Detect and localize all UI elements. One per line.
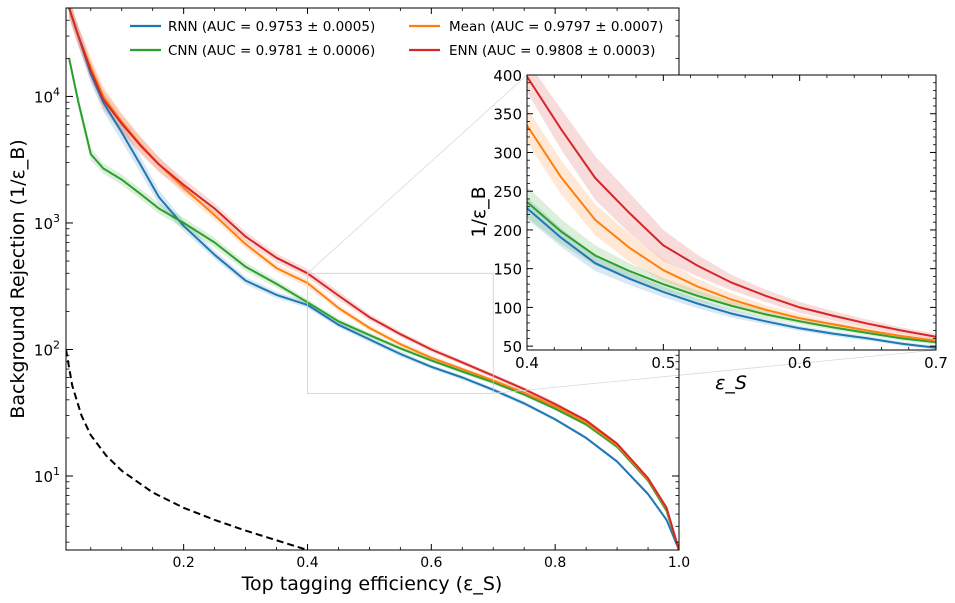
zoom-connector-top bbox=[307, 74, 528, 274]
inset-band-mean bbox=[527, 108, 936, 343]
legend-label-mean: Mean (AUC = 0.9797 ± 0.0007) bbox=[449, 19, 663, 35]
legend: RNN (AUC = 0.9753 ± 0.0005) CNN (AUC = 0… bbox=[130, 19, 663, 59]
inset-line-rnn bbox=[527, 207, 936, 349]
inset-uncertainty-bands bbox=[527, 75, 936, 350]
main-y-tick-label: 103 bbox=[34, 212, 60, 233]
main-x-tick-label: 0.2 bbox=[173, 555, 195, 571]
main-y-tick-label: 104 bbox=[34, 85, 60, 106]
main-x-tick-label: 1.0 bbox=[668, 555, 690, 571]
inset-line-enn bbox=[527, 75, 936, 338]
inset-y-axis-label: 1/ε_B bbox=[468, 186, 490, 237]
inset-x-tick-label: 0.5 bbox=[651, 354, 675, 372]
main-y-tick-label: 102 bbox=[34, 338, 60, 359]
inset-y-tick-label: 100 bbox=[493, 299, 522, 317]
main-x-tick-label: 0.4 bbox=[296, 555, 318, 571]
main-x-tick-label: 0.6 bbox=[420, 555, 442, 571]
main-y-tick-label: 101 bbox=[34, 465, 60, 486]
inset-band-enn bbox=[527, 75, 936, 340]
legend-label-cnn: CNN (AUC = 0.9781 ± 0.0006) bbox=[168, 43, 375, 59]
main-y-axis-label: Background Rejection (1/ε_B) bbox=[7, 139, 29, 418]
main-line-cnn bbox=[68, 58, 679, 550]
main-x-tick-label: 0.8 bbox=[544, 555, 566, 571]
main-axis-ticks: 0.2 0.4 0.6 0.8 1.0 101 102 103 104 bbox=[34, 7, 690, 571]
inset-band-rnn bbox=[527, 197, 936, 350]
inset-line-mean bbox=[527, 124, 936, 342]
inset-y-tick-label: 350 bbox=[493, 106, 522, 124]
main-series-lines bbox=[66, 8, 679, 550]
inset-line-cnn bbox=[527, 201, 936, 344]
inset-y-tick-label: 250 bbox=[493, 183, 522, 201]
main-line-enn bbox=[68, 8, 679, 550]
inset-y-tick-label: 50 bbox=[503, 338, 522, 356]
inset-y-tick-label: 200 bbox=[493, 222, 522, 240]
main-line-rnn bbox=[68, 8, 679, 550]
inset-x-axis-label: ε_S bbox=[715, 372, 747, 394]
main-x-axis-label: Top tagging efficiency (ε_S) bbox=[241, 573, 503, 595]
inset-x-tick-label: 0.7 bbox=[924, 354, 948, 372]
inset-x-tick-label: 0.6 bbox=[788, 354, 812, 372]
inset-band-cnn bbox=[527, 186, 936, 345]
main-line-mean bbox=[68, 8, 679, 550]
zoom-connector-bottom bbox=[493, 349, 937, 394]
main-line-random-reference bbox=[66, 349, 308, 550]
inset-x-tick-label: 0.4 bbox=[515, 354, 539, 372]
legend-label-rnn: RNN (AUC = 0.9753 ± 0.0005) bbox=[168, 19, 375, 35]
inset-y-tick-label: 150 bbox=[493, 261, 522, 279]
inset-background bbox=[527, 75, 936, 350]
inset-plot-frame bbox=[526, 74, 937, 351]
legend-label-enn: ENN (AUC = 0.9808 ± 0.0003) bbox=[449, 43, 655, 59]
inset-y-tick-label: 300 bbox=[493, 144, 522, 162]
inset-y-tick-label: 400 bbox=[493, 67, 522, 85]
inset-series-lines bbox=[527, 75, 936, 349]
main-zoom-box bbox=[307, 272, 494, 394]
